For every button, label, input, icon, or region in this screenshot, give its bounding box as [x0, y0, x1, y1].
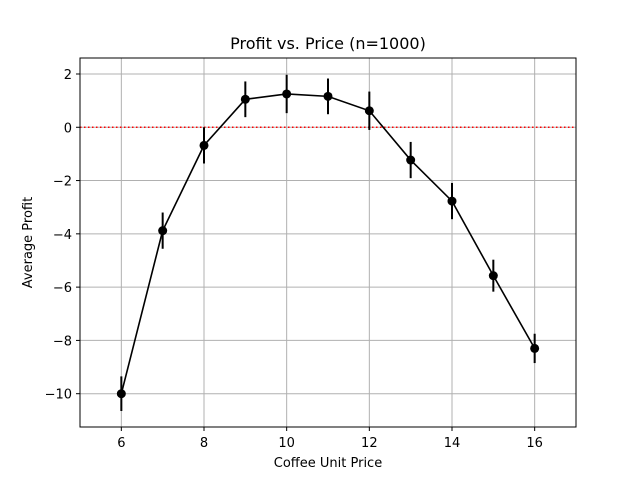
x-axis-label: Coffee Unit Price [274, 456, 382, 471]
y-tick-label: −8 [53, 334, 72, 349]
y-tick-label: 0 [64, 121, 72, 136]
data-point [406, 155, 416, 165]
data-point [530, 343, 540, 353]
data-point [447, 196, 457, 206]
y-tick-label: −4 [53, 228, 72, 243]
data-point [282, 89, 292, 99]
series-group [116, 89, 540, 399]
x-tick-label: 8 [200, 436, 208, 451]
data-point [158, 226, 168, 236]
chart-title: Profit vs. Price (n=1000) [230, 34, 426, 53]
data-point [240, 94, 250, 104]
y-axis-label: Average Profit [21, 197, 36, 288]
x-tick-label: 12 [361, 436, 378, 451]
ticks: 6 8 10 12 14 16 −10 −8 −6 −4 −2 0 2 [45, 68, 543, 451]
y-tick-label: 2 [64, 68, 72, 83]
x-tick-label: 10 [278, 436, 295, 451]
data-point [199, 140, 209, 150]
data-point [488, 271, 498, 281]
x-tick-label: 14 [444, 436, 461, 451]
data-point [116, 389, 126, 399]
data-point [323, 91, 333, 101]
y-tick-label: −2 [53, 175, 72, 190]
plot-frame [79, 57, 577, 428]
grid [80, 58, 576, 427]
data-point [364, 106, 374, 116]
y-tick-label: −10 [45, 388, 72, 403]
x-tick-label: 6 [117, 436, 125, 451]
y-tick-label: −6 [53, 281, 72, 296]
x-tick-label: 16 [526, 436, 543, 451]
